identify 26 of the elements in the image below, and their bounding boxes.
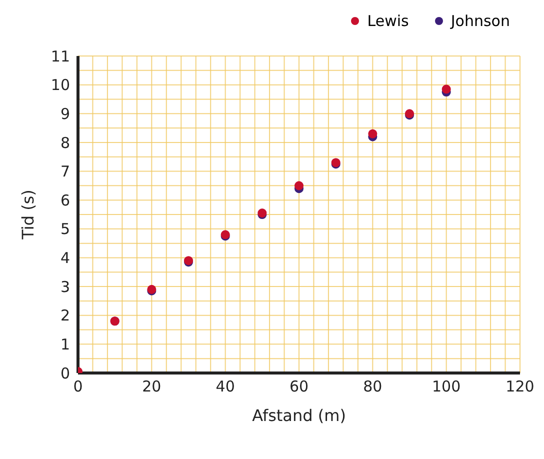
x-tick-label: 120 — [506, 378, 534, 396]
y-tick-label: 10 — [50, 76, 70, 94]
legend-label: Lewis — [367, 12, 409, 30]
y-tick-label: 8 — [60, 134, 70, 152]
y-tick-label: 11 — [50, 47, 70, 66]
y-tick-label: 1 — [60, 336, 70, 354]
y-axis-title: Tid (s) — [18, 190, 38, 240]
point — [294, 181, 304, 190]
y-tick-label: 0 — [60, 364, 70, 382]
x-tick-label: 40 — [216, 378, 235, 396]
point — [368, 129, 378, 138]
x-tick-label: 20 — [142, 378, 162, 396]
y-tick-label: 5 — [60, 220, 70, 238]
y-tick-label: 9 — [60, 104, 70, 123]
x-axis-title: Afstand (m) — [252, 406, 346, 425]
x-tick-label: 80 — [363, 378, 382, 396]
y-tick-label: 6 — [60, 191, 70, 210]
legend-label: Johnson — [450, 12, 510, 30]
y-tick-label: 7 — [60, 162, 70, 181]
x-tick-label: 100 — [432, 378, 461, 396]
y-tick-label: 4 — [60, 249, 70, 268]
y-tick-label: 2 — [60, 306, 70, 325]
point — [442, 84, 451, 94]
x-tick-label: 0 — [73, 378, 83, 396]
x-tick-label: 60 — [289, 378, 309, 396]
y-tick-label: 3 — [60, 278, 70, 296]
